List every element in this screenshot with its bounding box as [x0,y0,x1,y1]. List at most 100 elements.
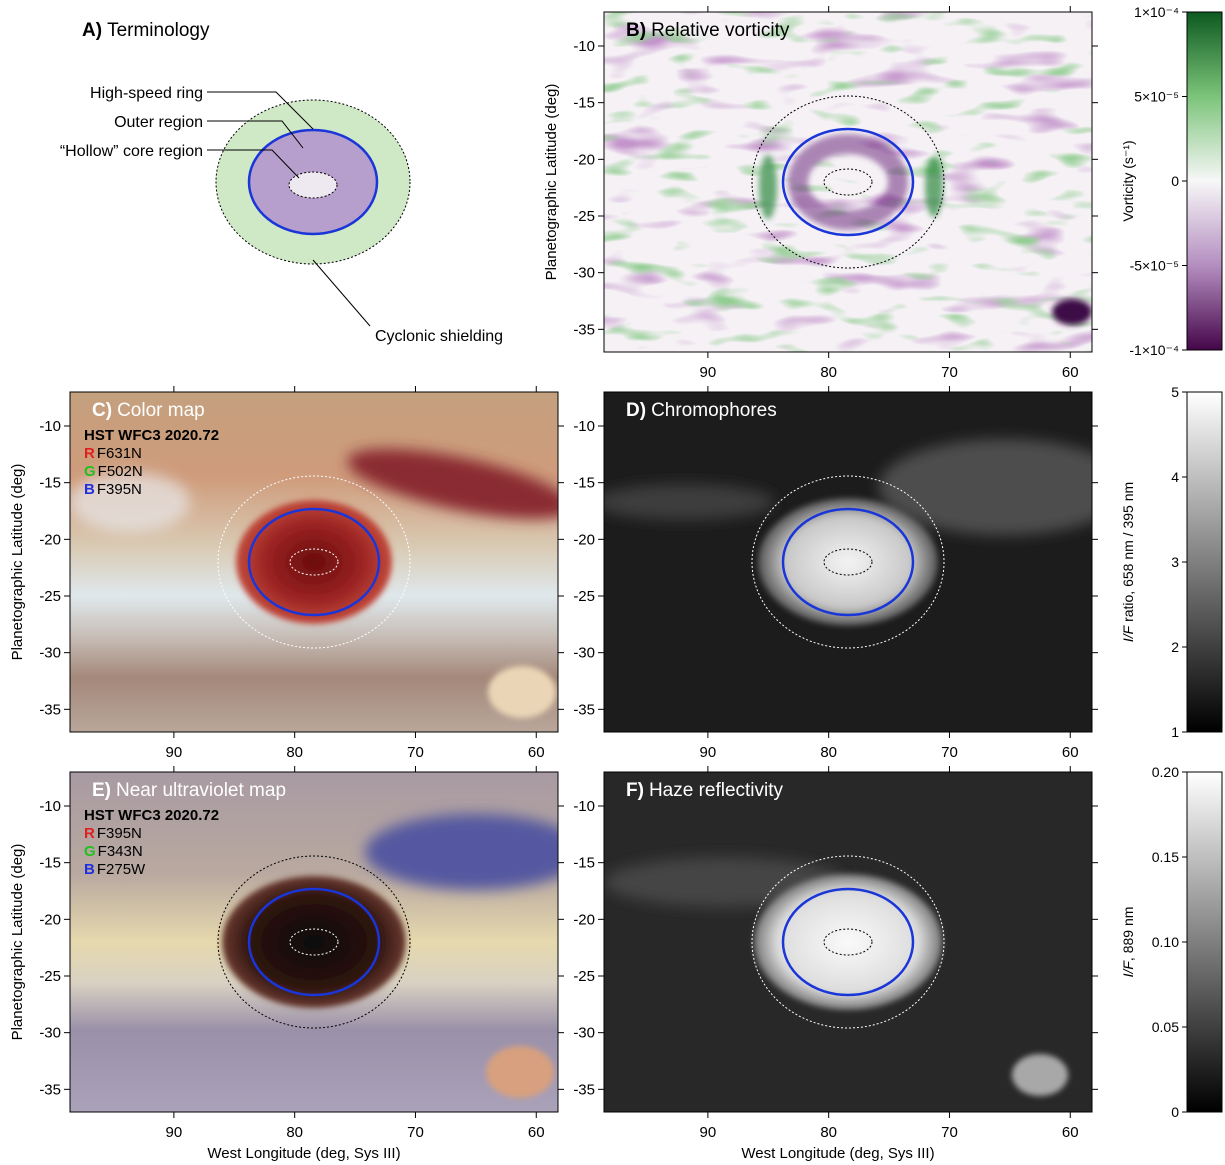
panel-image [604,392,1092,732]
vorticity-feature [759,155,777,219]
ring-outline [781,887,915,997]
colorbar-tick-label: 0 [1171,173,1179,189]
colorbar-tick-label: 3 [1171,554,1179,570]
colorbar-tick-label: 5×10⁻⁵ [1134,89,1179,105]
cloud-band [70,472,190,532]
x-axis-label: West Longitude (deg, Sys III) [207,1145,400,1162]
y-tick-label: -10 [39,798,61,815]
y-tick-label: -20 [39,531,61,548]
y-tick-label: -35 [39,701,61,718]
panel-letter: A) [82,20,102,41]
x-tick-label: 90 [166,1124,183,1141]
filter-channel: G [84,843,96,860]
y-tick-label: -30 [39,645,61,662]
cloud-band [347,449,558,519]
panel-name: Relative vorticity [651,20,790,41]
y-tick-label: -30 [573,645,595,662]
leader-line [312,259,371,327]
vortex-image [236,500,392,624]
y-tick-label: -30 [573,265,595,282]
ring-outline [781,507,915,617]
ring-outline [781,127,915,237]
panel-title: B) Relative vorticity [626,20,790,41]
y-tick-label: -20 [573,911,595,928]
filter-channel: R [84,825,95,842]
filter-name: F343N [98,843,143,860]
panel-frame [69,391,559,733]
panel-title: D) Chromophores [626,400,777,421]
y-tick-label: -20 [573,151,595,168]
x-tick-label: 70 [407,744,424,761]
x-tick-label: 60 [528,744,545,761]
panel-title: F) Haze reflectivity [626,780,784,801]
colorbar-label: I/F, 889 nm [1120,907,1136,978]
oval-feature [488,666,556,718]
core-shape [288,171,338,199]
colorbar-tick-label: 0.05 [1152,1019,1179,1035]
y-tick-label: -10 [573,38,595,55]
colorbar-tick-label: 0.10 [1152,934,1179,950]
colorbar [1186,11,1223,351]
panel-letter: E) [92,780,111,801]
shield-outline [751,855,945,1029]
filter-channel: B [84,861,95,878]
vorticity-feature [788,134,908,230]
term-label: High-speed ring [90,85,203,102]
terminology-panel: A) Terminology High-speed ring Outer regi… [60,20,503,345]
panel-image [604,12,1092,352]
y-tick-label: -10 [573,418,595,435]
x-axis-label: West Longitude (deg, Sys III) [741,1145,934,1162]
colorbar-label-text: , 889 nm [1120,907,1136,961]
panel-name: Color map [117,400,205,421]
colorbar-tick-label: 0.15 [1152,849,1179,865]
y-tick-label: -25 [573,968,595,985]
x-tick-label: 80 [286,1124,303,1141]
filter-label: B F395N [84,481,142,498]
colorbar-label-text: Vorticity (s⁻¹) [1120,140,1136,221]
panel-frame [603,771,1093,1113]
filter-label: R F631N [84,445,142,462]
colorbar-label: I/F ratio, 658 nm / 395 nm [1120,482,1136,642]
x-tick-label: 90 [166,744,183,761]
panel-title: E) Near ultraviolet map [92,780,286,801]
filter-label: B F275W [84,861,146,878]
filter-channel: G [84,463,96,480]
colorbar-tick-label: -1×10⁻⁴ [1129,342,1179,358]
y-tick-label: -25 [39,968,61,985]
colorbar-tick-label: 0.20 [1152,764,1179,780]
y-tick-label: -15 [39,855,61,872]
panel-image [70,772,558,1112]
term-label: Outer region [114,114,203,131]
y-tick-label: -15 [573,475,595,492]
oval-feature [1012,1054,1068,1096]
leader-line [207,91,314,130]
ring-outline [247,507,381,617]
colorbar [1186,771,1223,1113]
filter-name: F502N [98,463,143,480]
x-tick-label: 60 [1062,744,1079,761]
ring-outline [247,887,381,997]
colorbar-tick-label: 4 [1171,469,1179,485]
y-axis-label: Planetographic Latitude (deg) [9,844,26,1041]
colorbar-label-italic: I/F [1120,960,1136,978]
panel-letter: D) [626,400,646,421]
vortex-image [222,876,406,1008]
filter-name: F395N [97,481,142,498]
instrument-label: HST WFC3 2020.72 [84,427,219,444]
filter-label: G F502N [84,463,143,480]
y-tick-label: -15 [573,95,595,112]
y-axis-label: Planetographic Latitude (deg) [543,84,560,281]
instrument-label: HST WFC3 2020.72 [84,807,219,824]
cloud-band [879,439,1092,535]
x-tick-label: 70 [941,744,958,761]
y-tick-label: -15 [39,475,61,492]
cloud-band [365,814,558,890]
shield-outline [217,855,411,1029]
core-outline [823,548,873,576]
shield-outline [217,475,411,649]
core-outline [823,168,873,196]
oval-feature [486,1046,554,1098]
colorbar-tick-label: 1×10⁻⁴ [1134,4,1179,20]
colorbar-tick-label: 1 [1171,724,1179,740]
